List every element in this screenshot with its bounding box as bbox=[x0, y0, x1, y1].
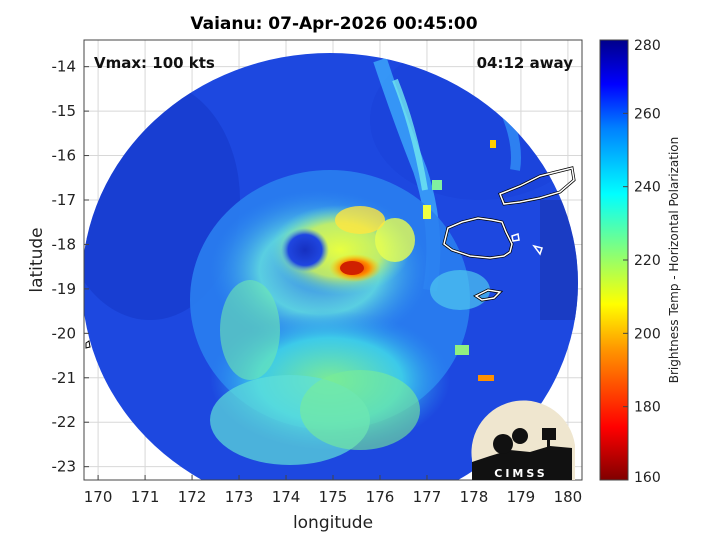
y-tick-label: -14 bbox=[52, 58, 77, 76]
x-tick-label: 176 bbox=[366, 488, 395, 506]
colorbar-tick-label: 200 bbox=[634, 326, 661, 342]
x-tick-label: 172 bbox=[178, 488, 207, 506]
y-tick-label: -23 bbox=[52, 458, 77, 476]
x-tick-label: 177 bbox=[413, 488, 442, 506]
y-tick-label: -21 bbox=[52, 369, 77, 387]
cimss-logo: CIMSS bbox=[471, 400, 575, 480]
y-axis-ticks: -14 -15 -16 -17 -18 -19 -20 -21 -22 -23 bbox=[52, 58, 89, 476]
y-tick-label: -17 bbox=[52, 191, 77, 209]
colorbar-ticks: 160 180 200 220 240 260 280 bbox=[623, 38, 661, 486]
y-axis-label: latitude bbox=[27, 227, 47, 292]
x-tick-label: 174 bbox=[272, 488, 301, 506]
colorbar-tick-label: 280 bbox=[634, 38, 661, 54]
microwave-swath bbox=[84, 53, 578, 480]
x-axis-label: longitude bbox=[293, 513, 373, 533]
colorbar-tick-label: 160 bbox=[634, 470, 661, 486]
x-tick-label: 178 bbox=[460, 488, 489, 506]
y-tick-label: -16 bbox=[52, 147, 77, 165]
y-tick-label: -18 bbox=[52, 235, 77, 253]
vmax-label: Vmax: 100 kts bbox=[94, 54, 215, 72]
x-tick-label: 171 bbox=[131, 488, 160, 506]
colorbar-tick-label: 180 bbox=[634, 400, 661, 416]
x-axis-ticks: 170 171 172 173 174 175 176 177 178 179 180 bbox=[84, 475, 582, 506]
y-tick-label: -22 bbox=[52, 413, 77, 431]
x-tick-label: 175 bbox=[319, 488, 348, 506]
figure-title: Vaianu: 07-Apr-2026 00:45:00 bbox=[190, 14, 477, 34]
x-tick-label: 173 bbox=[225, 488, 254, 506]
colorbar-tick-label: 240 bbox=[634, 180, 661, 196]
colorbar-tick-label: 220 bbox=[634, 253, 661, 269]
x-tick-label: 180 bbox=[554, 488, 583, 506]
colorbar-tick-label: 260 bbox=[634, 106, 661, 122]
time-away-label: 04:12 away bbox=[477, 54, 574, 72]
colorbar-label: Brightness Temp - Horizontal Polarizatio… bbox=[667, 137, 681, 384]
x-tick-label: 179 bbox=[507, 488, 536, 506]
coastlines bbox=[85, 166, 576, 349]
x-tick-label: 170 bbox=[84, 488, 113, 506]
y-tick-label: -20 bbox=[52, 324, 77, 342]
y-tick-label: -15 bbox=[52, 102, 77, 120]
cimss-logo-text: CIMSS bbox=[494, 467, 547, 480]
y-tick-label: -19 bbox=[52, 280, 77, 298]
